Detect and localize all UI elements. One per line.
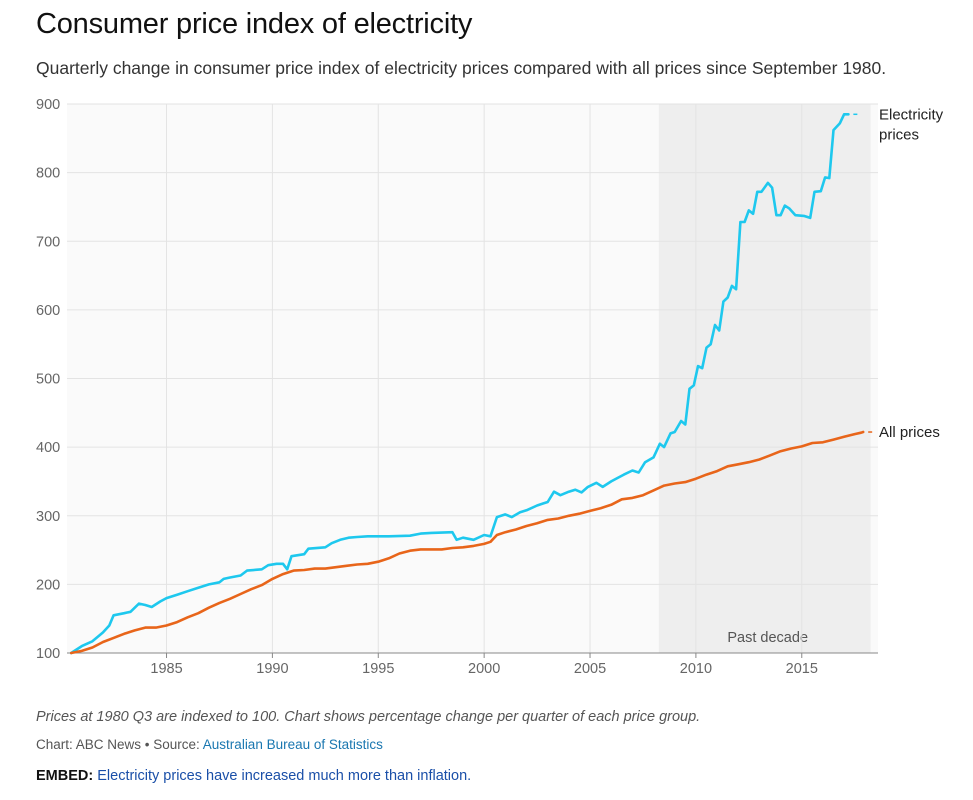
x-tick-label: 1985 <box>150 661 182 677</box>
y-tick-label: 900 <box>36 97 60 113</box>
chart-credit: Chart: ABC News • Source: Australian Bur… <box>36 737 383 752</box>
chart-title: Consumer price index of electricity <box>36 8 473 40</box>
y-tick-label: 300 <box>36 509 60 525</box>
source-link[interactable]: Australian Bureau of Statistics <box>202 737 383 752</box>
y-tick-label: 100 <box>36 646 60 662</box>
cpi-line-chart: Past decade 100 200 300 400 500 600 700 800 900 19… <box>36 97 944 677</box>
x-tick-label: 1990 <box>256 661 288 677</box>
embed-link[interactable]: Electricity prices have increased much m… <box>97 768 472 784</box>
x-tick-label: 2010 <box>680 661 712 677</box>
credit-prefix: Chart: ABC News • Source: <box>36 737 203 752</box>
x-tick-label: 2000 <box>468 661 500 677</box>
x-tick-label: 2015 <box>786 661 818 677</box>
series-end-label: Electricity <box>879 106 944 123</box>
series-end-label: All prices <box>879 424 940 441</box>
series-end-label: prices <box>879 126 919 143</box>
series-line-all-prices <box>69 430 865 655</box>
y-tick-label: 400 <box>36 440 60 456</box>
embed-label: EMBED: <box>36 768 94 784</box>
y-tick-label: 700 <box>36 234 60 250</box>
past-decade-label: Past decade <box>727 630 808 646</box>
y-tick-label: 500 <box>36 372 60 388</box>
x-tick-label: 1995 <box>362 661 394 677</box>
embed-line: EMBED: Electricity prices have increased… <box>36 768 471 784</box>
y-tick-label: 200 <box>36 577 60 593</box>
y-tick-label: 600 <box>36 303 60 319</box>
chart-footnote: Prices at 1980 Q3 are indexed to 100. Ch… <box>36 709 701 725</box>
series-line-electricity <box>69 113 850 655</box>
x-tick-label: 2005 <box>574 661 606 677</box>
chart-subtitle: Quarterly change in consumer price index… <box>36 58 887 78</box>
y-tick-label: 800 <box>36 166 60 182</box>
